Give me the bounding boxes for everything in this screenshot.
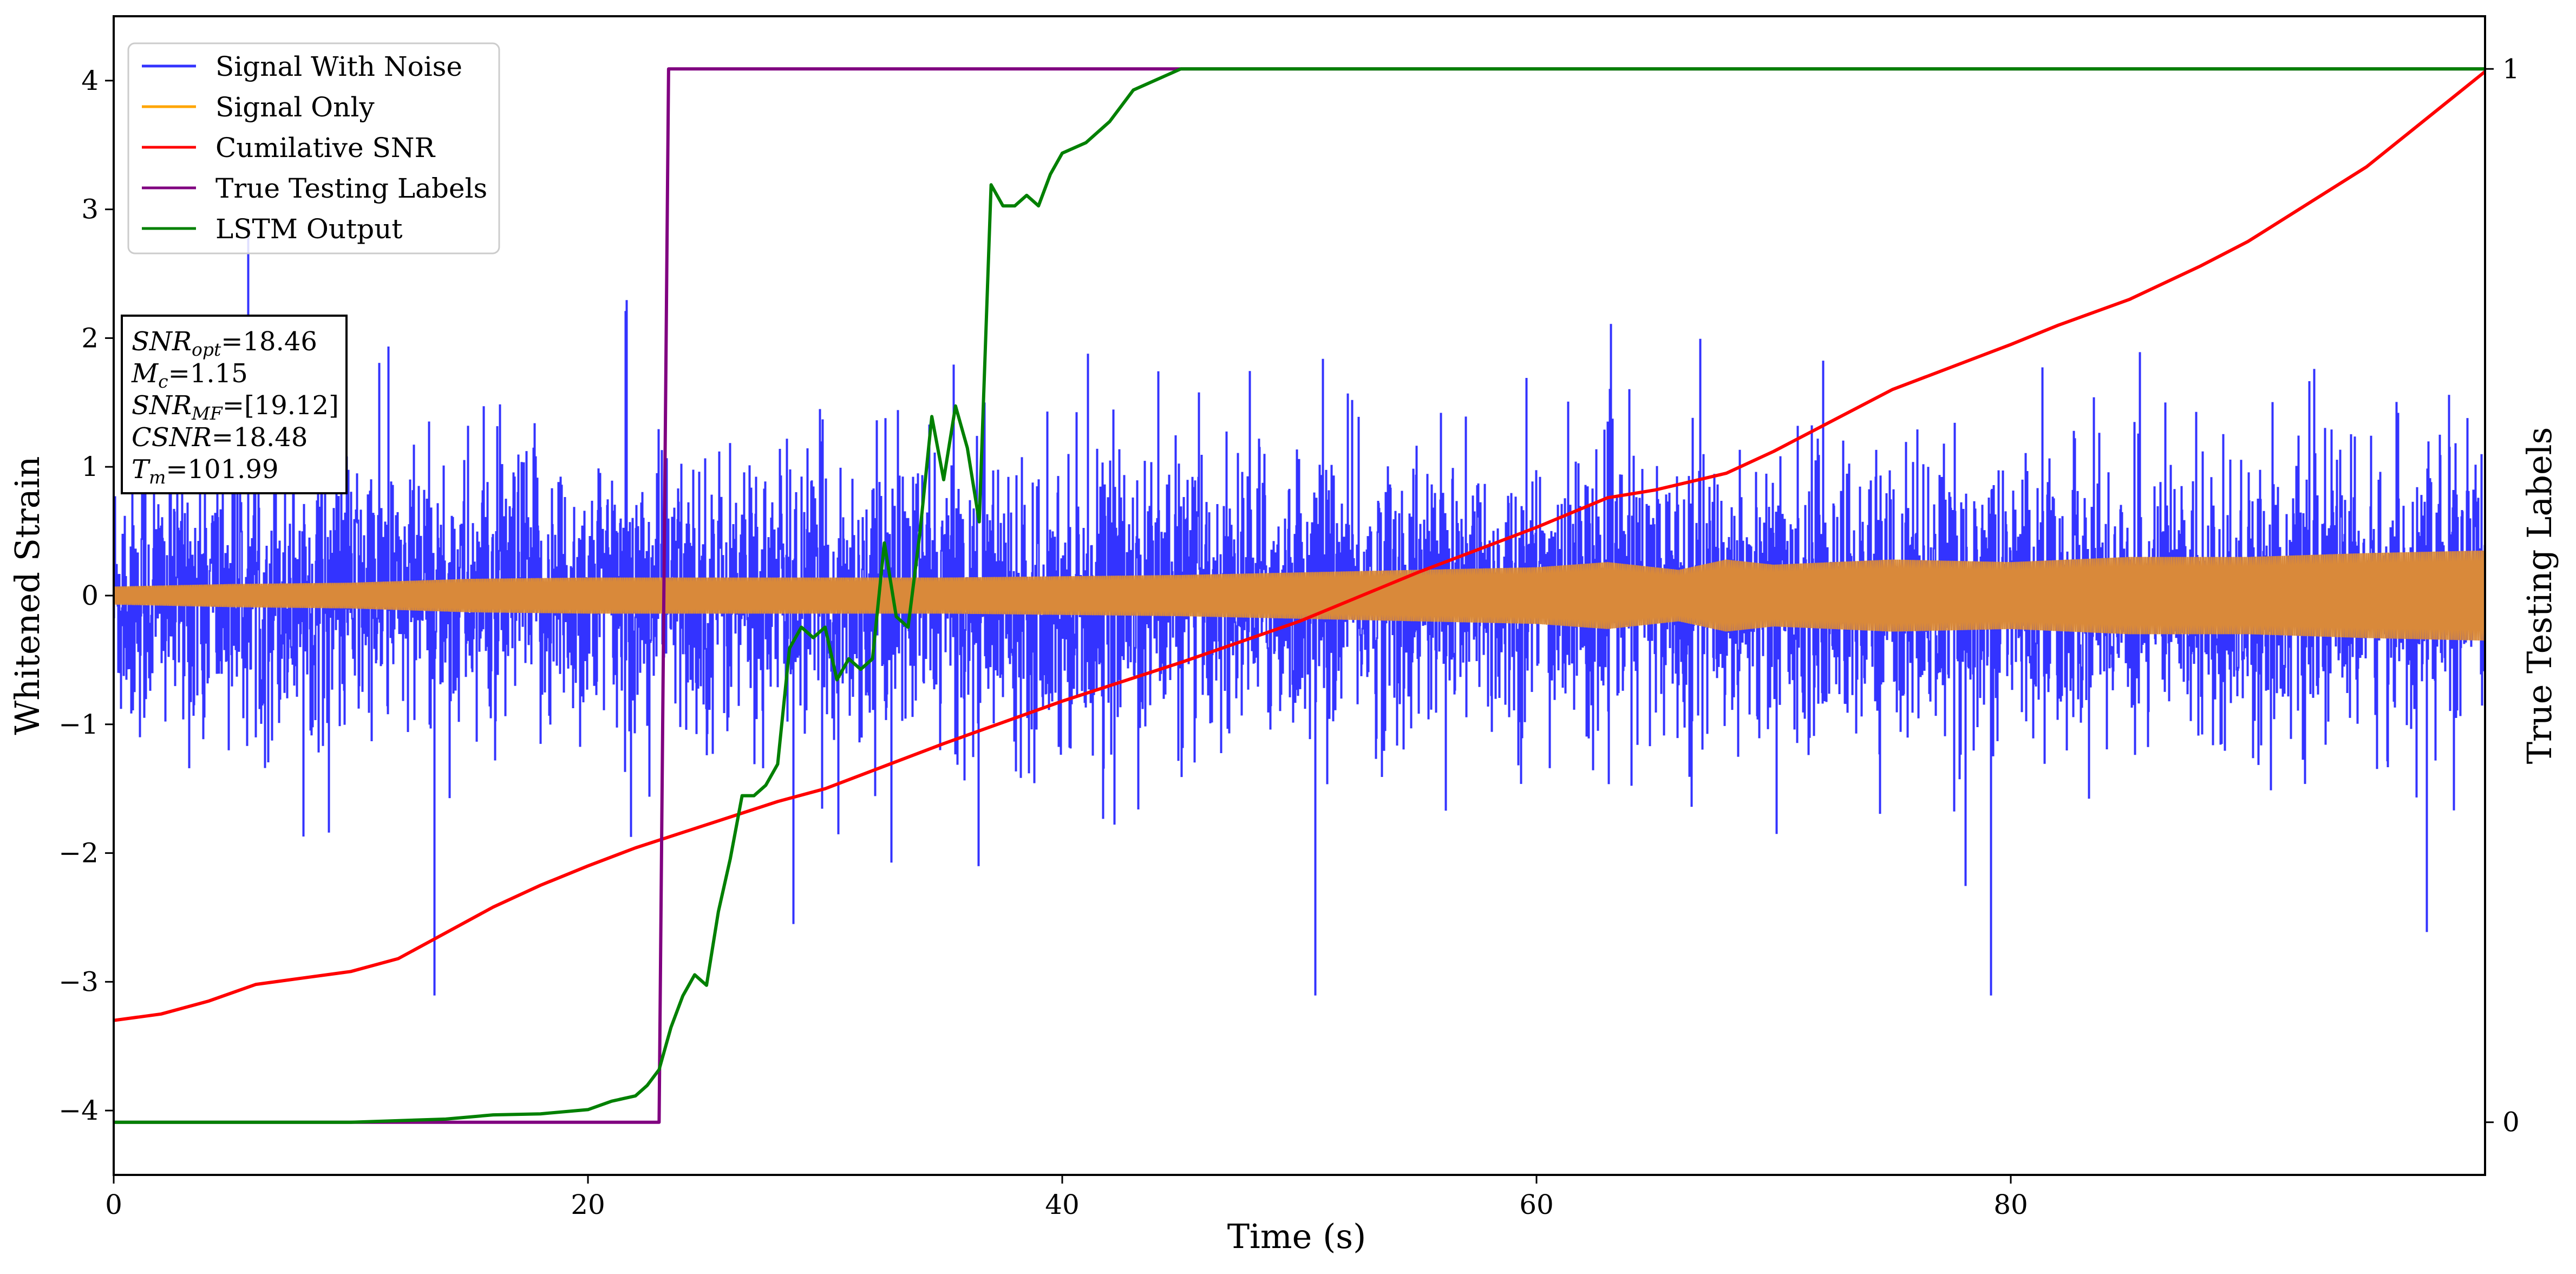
legend-label-true-testing-labels: True Testing Labels [215, 173, 487, 204]
y-axis-label: Whitened Strain [8, 456, 47, 735]
annotation-t-merger: Tm=101.99 [132, 454, 278, 488]
x-tick-label: 20 [571, 1189, 605, 1220]
legend-label-lstm-output: LSTM Output [215, 213, 402, 245]
x-axis-label: Time (s) [1227, 1217, 1367, 1256]
y-tick-label: 3 [81, 194, 99, 225]
y-tick-label: −3 [58, 966, 99, 997]
y2-axis-label: True Testing Labels [2520, 427, 2559, 765]
series-lstm-output [114, 67, 2485, 1124]
y-tick-label: −4 [58, 1095, 99, 1126]
noise-trace [114, 227, 2485, 996]
y-tick-label: −1 [58, 709, 99, 740]
legend-box [127, 42, 500, 254]
y-tick-label: 2 [81, 322, 99, 354]
annotation-frame [121, 315, 348, 494]
x-tick-label: 60 [1519, 1189, 1554, 1220]
series-cumilative-snr [114, 70, 2485, 1022]
y2-tick-label: 0 [2502, 1107, 2520, 1138]
legend-label-cumilative-snr: Cumilative SNR [215, 132, 435, 164]
annotation-snr-opt: SNRopt=18.46 [132, 326, 317, 360]
y2-tick-label: 1 [2502, 53, 2520, 84]
annotation-box: SNRopt=18.46 Mc=1.15 SNRMF=[19.12] CSNR=… [121, 315, 348, 494]
x-tick-label: 80 [1993, 1189, 2028, 1220]
x-tick-label: 0 [105, 1189, 122, 1220]
y-tick-label: 0 [81, 580, 99, 611]
signal-trace [114, 550, 2485, 641]
x-tick-label: 40 [1045, 1189, 1080, 1220]
annotation-snr-mf: SNRMF=[19.12] [132, 390, 339, 424]
series-signal-only [114, 550, 2485, 641]
y-tick-label: −2 [58, 838, 99, 869]
annotation-chirp-mass: Mc=1.15 [131, 358, 248, 392]
legend: Signal With Noise Signal Only Cumilative… [127, 42, 500, 254]
legend-label-signal-only: Signal Only [215, 92, 375, 123]
annotation-csnr: CSNR=18.48 [132, 422, 308, 453]
legend-label-signal-with-noise: Signal With Noise [215, 51, 462, 82]
y-tick-label: 1 [81, 451, 99, 482]
y-tick-label: 4 [81, 65, 99, 96]
series-signal-with-noise [114, 227, 2485, 996]
